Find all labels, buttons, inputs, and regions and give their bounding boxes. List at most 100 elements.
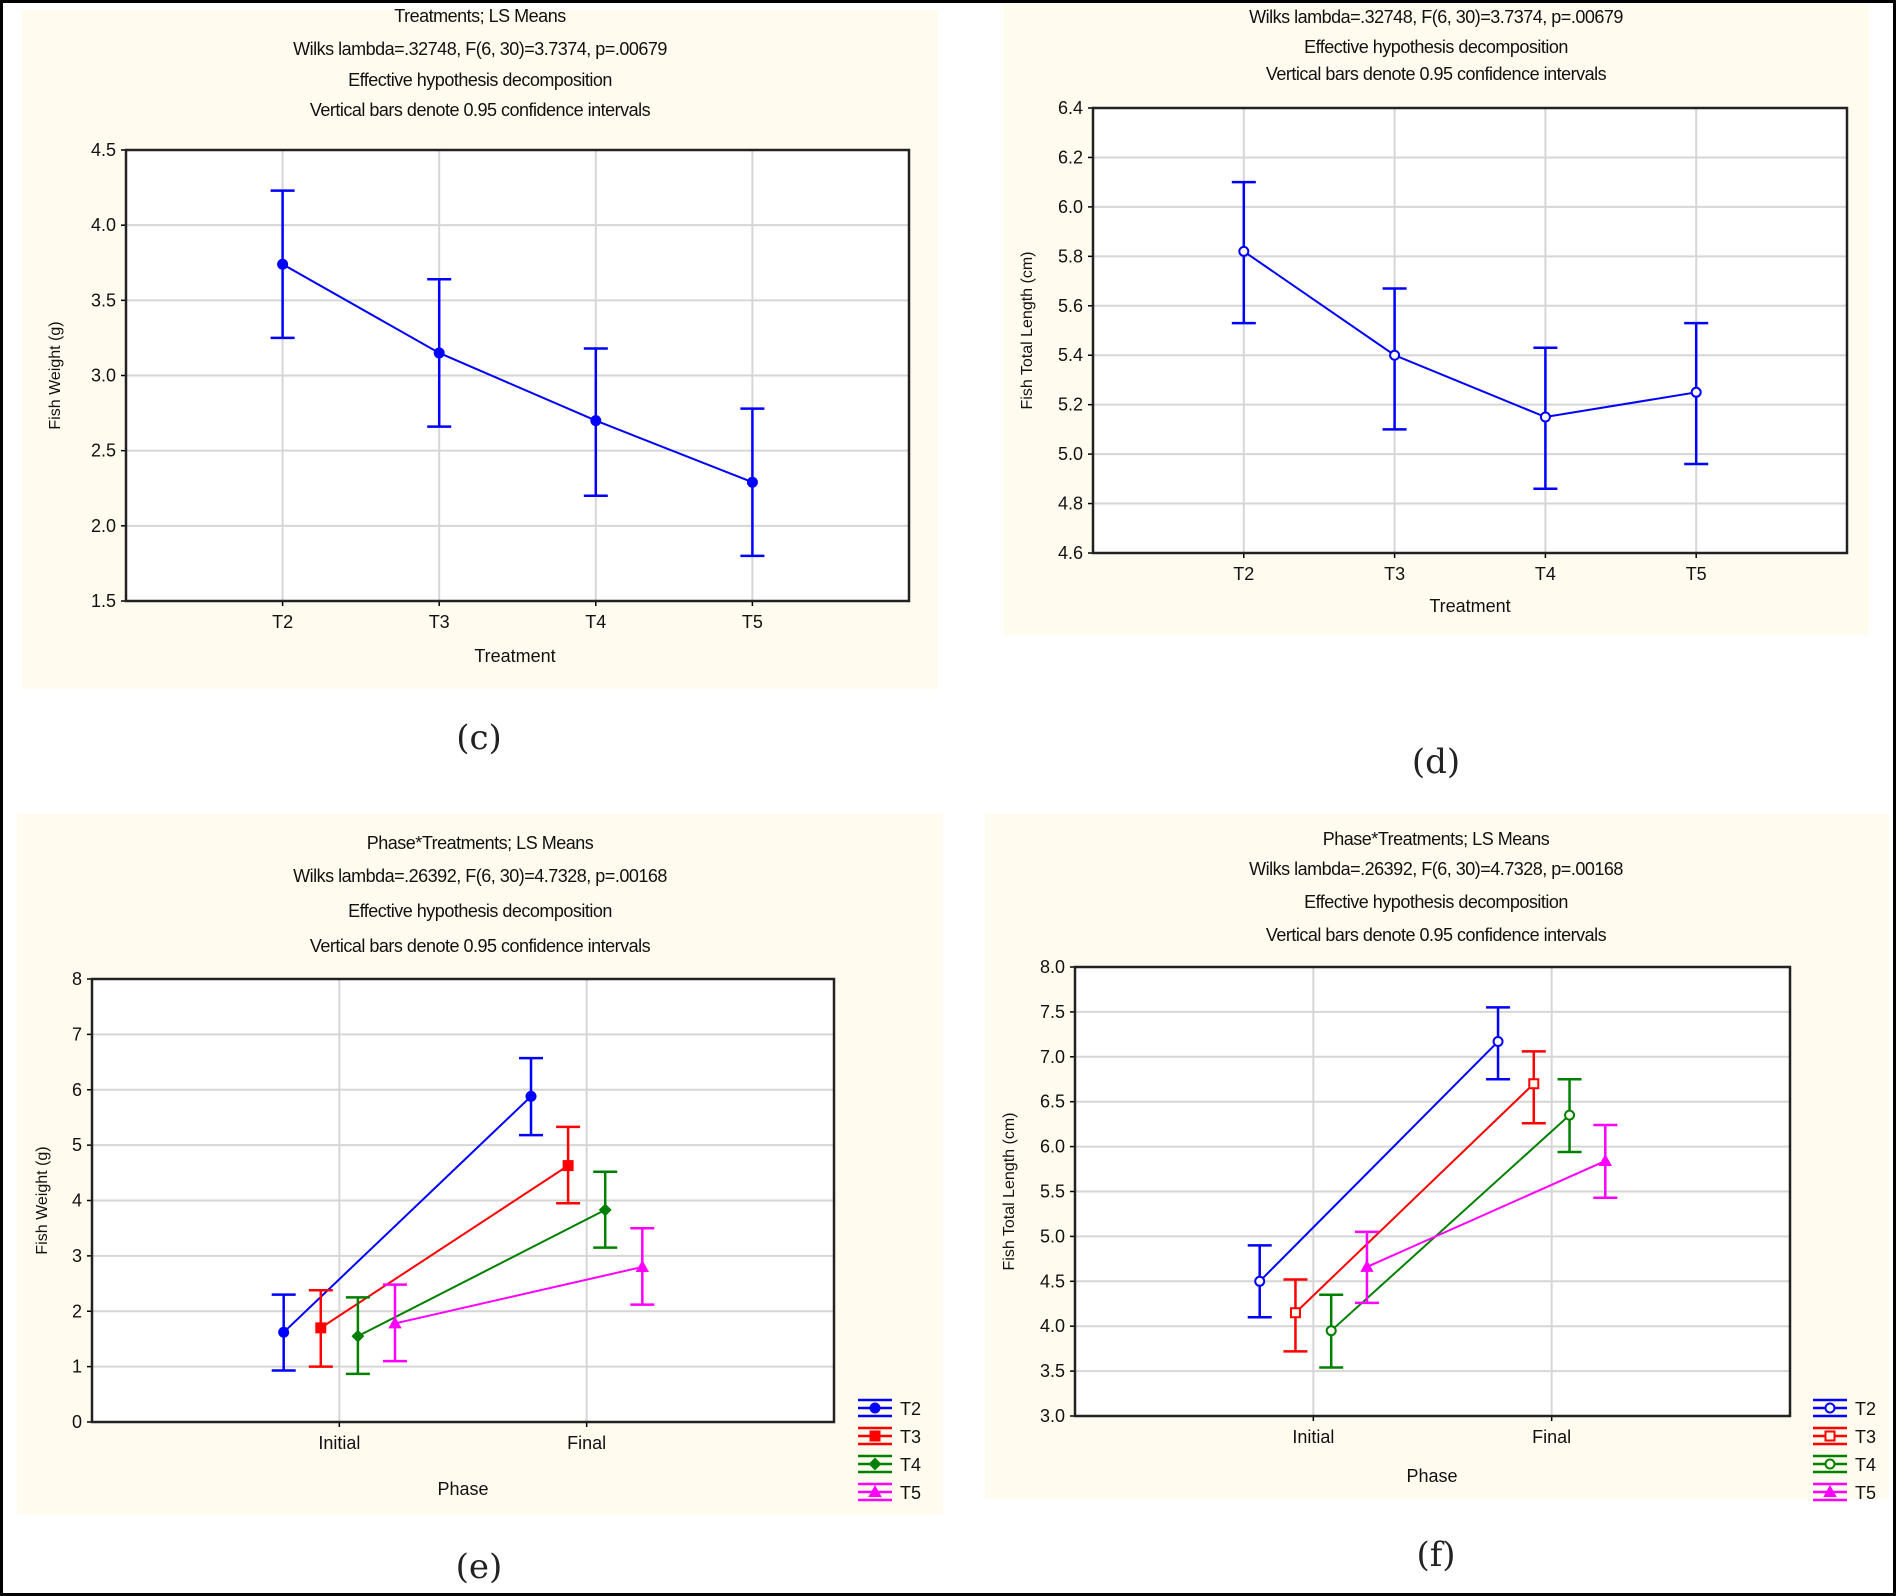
series-mean: [270, 189, 765, 558]
chart-e-title-1: Phase*Treatments; LS Means: [366, 833, 594, 853]
series-line: [1366, 1160, 1606, 1268]
x-axis-label: Phase: [1406, 1466, 1457, 1486]
legend-marker: [1823, 1484, 1837, 1497]
chart-c-title-3: Effective hypothesis decomposition: [348, 70, 612, 90]
y-tick-label: 1.5: [91, 591, 116, 611]
panel-label-f: (f): [1416, 1535, 1456, 1575]
data-point: [1539, 411, 1551, 423]
data-point: [1564, 1109, 1576, 1121]
panel-label-c: (c): [456, 718, 502, 758]
y-tick-label: 0: [72, 1412, 82, 1432]
y-tick-label: 5.2: [1058, 395, 1083, 415]
data-point: [590, 415, 602, 427]
data-point: [278, 1326, 290, 1338]
series-t4: [1319, 1078, 1582, 1369]
y-tick-label: 3: [72, 1246, 82, 1266]
y-tick-label: 6.0: [1040, 1137, 1065, 1157]
chart-d: 4.6 4.8 5.0 5.2 5.4 5.6 5.8 6.0 6.2 6.4 T2 T3 T4 T5 Tr…: [1019, 98, 1849, 616]
x-axis-label: Phase: [437, 1479, 488, 1499]
legend-label: T3: [900, 1427, 921, 1447]
x-tick-label: T3: [1384, 564, 1405, 584]
data-point: [1598, 1153, 1612, 1166]
data-point: [635, 1259, 650, 1272]
series-line: [1243, 250, 1697, 419]
data-point: [1238, 245, 1250, 257]
series-t2: [271, 1056, 544, 1372]
y-tick-label: 7.5: [1040, 1002, 1065, 1022]
y-tick-label: 3.0: [91, 366, 116, 386]
x-axis-label: Treatment: [1429, 596, 1510, 616]
y-tick-label: 4.8: [1058, 494, 1083, 514]
y-tick-label: 8.0: [1040, 957, 1065, 977]
series-line: [1294, 1083, 1535, 1314]
x-tick-label: Initial: [318, 1433, 360, 1453]
legend-marker: [868, 1484, 882, 1497]
data-point: [1690, 386, 1702, 398]
plot-area: [1093, 108, 1847, 553]
data-point: [315, 1322, 327, 1334]
data-point: [351, 1329, 365, 1343]
data-point: [525, 1090, 537, 1102]
y-tick-label: 6: [72, 1080, 82, 1100]
y-tick-label: 2.0: [91, 516, 116, 536]
chart-c-title-4: Vertical bars denote 0.95 confidence int…: [309, 100, 651, 120]
data-point: [388, 1316, 402, 1329]
chart-f-title-4: Vertical bars denote 0.95 confidence int…: [1265, 925, 1607, 945]
y-tick-label: 5.8: [1058, 246, 1083, 266]
y-tick-label: 8: [72, 969, 82, 989]
chart-d-title-3: Vertical bars denote 0.95 confidence int…: [1265, 64, 1607, 84]
y-axis-label: Fish Weight (g): [34, 1146, 51, 1254]
legend-marker: [1824, 1402, 1836, 1414]
series-t4: [345, 1170, 618, 1376]
chart-e-title-3: Effective hypothesis decomposition: [348, 901, 612, 921]
data-point: [1325, 1325, 1337, 1337]
panel-label-d: (d): [1411, 742, 1461, 782]
x-tick-label: Final: [1532, 1427, 1571, 1447]
legend-label: T4: [900, 1455, 921, 1475]
data-point: [562, 1160, 574, 1172]
chart-f-title-2: Wilks lambda=.26392, F(6, 30)=4.7328, p=…: [1249, 859, 1623, 879]
series-t5: [382, 1226, 655, 1363]
legend: T2 T3 T4 T5: [858, 1398, 921, 1503]
legend-marker: [868, 1457, 882, 1471]
chart-e: 0 1 2 3 4 5 6 7 8 Initial Final Phase Fish Weight (g…: [34, 969, 921, 1503]
legend-label: T3: [1855, 1427, 1876, 1447]
x-tick-label: T3: [429, 612, 450, 632]
y-axis-label: Fish Total Length (cm): [1001, 1113, 1018, 1271]
y-tick-label: 5.0: [1040, 1226, 1065, 1246]
x-tick-label: T2: [272, 612, 293, 632]
data-point: [1360, 1259, 1374, 1272]
y-tick-label: 6.2: [1058, 147, 1083, 167]
x-tick-label: T5: [742, 612, 763, 632]
chart-e-title-4: Vertical bars denote 0.95 confidence int…: [309, 936, 651, 956]
x-tick-label: T5: [1686, 564, 1707, 584]
y-tick-label: 5.6: [1058, 296, 1083, 316]
y-tick-label: 6.4: [1058, 98, 1083, 118]
series-t2: [1247, 1006, 1511, 1319]
y-tick-label: 2: [72, 1301, 82, 1321]
plot-border: [1091, 106, 1849, 555]
chart-f-title-3: Effective hypothesis decomposition: [1304, 892, 1568, 912]
y-tick-label: 4.0: [91, 215, 116, 235]
y-tick-label: 7: [72, 1024, 82, 1044]
y-tick-label: 4: [72, 1191, 82, 1211]
x-axis-label: Treatment: [474, 646, 555, 666]
data-point: [1289, 1307, 1301, 1319]
y-tick-label: 6.5: [1040, 1092, 1065, 1112]
panel-label-e: (e): [455, 1547, 503, 1587]
y-tick-label: 2.5: [91, 441, 116, 461]
y-tick-label: 3.5: [91, 290, 116, 310]
series-mean: [1231, 180, 1709, 490]
legend-marker: [1824, 1458, 1836, 1470]
y-tick-label: 5: [72, 1135, 82, 1155]
legend-label: T5: [900, 1483, 921, 1503]
x-tick-label: T4: [1535, 564, 1556, 584]
x-tick-label: Initial: [1292, 1427, 1334, 1447]
y-axis-label: Fish Total Length (cm): [1019, 252, 1036, 410]
y-tick-label: 7.0: [1040, 1047, 1065, 1067]
legend: T2 T3 T4 T5: [1813, 1398, 1876, 1503]
data-point: [598, 1203, 612, 1217]
plot-border: [1073, 965, 1792, 1418]
y-tick-label: 3.5: [1040, 1361, 1065, 1381]
